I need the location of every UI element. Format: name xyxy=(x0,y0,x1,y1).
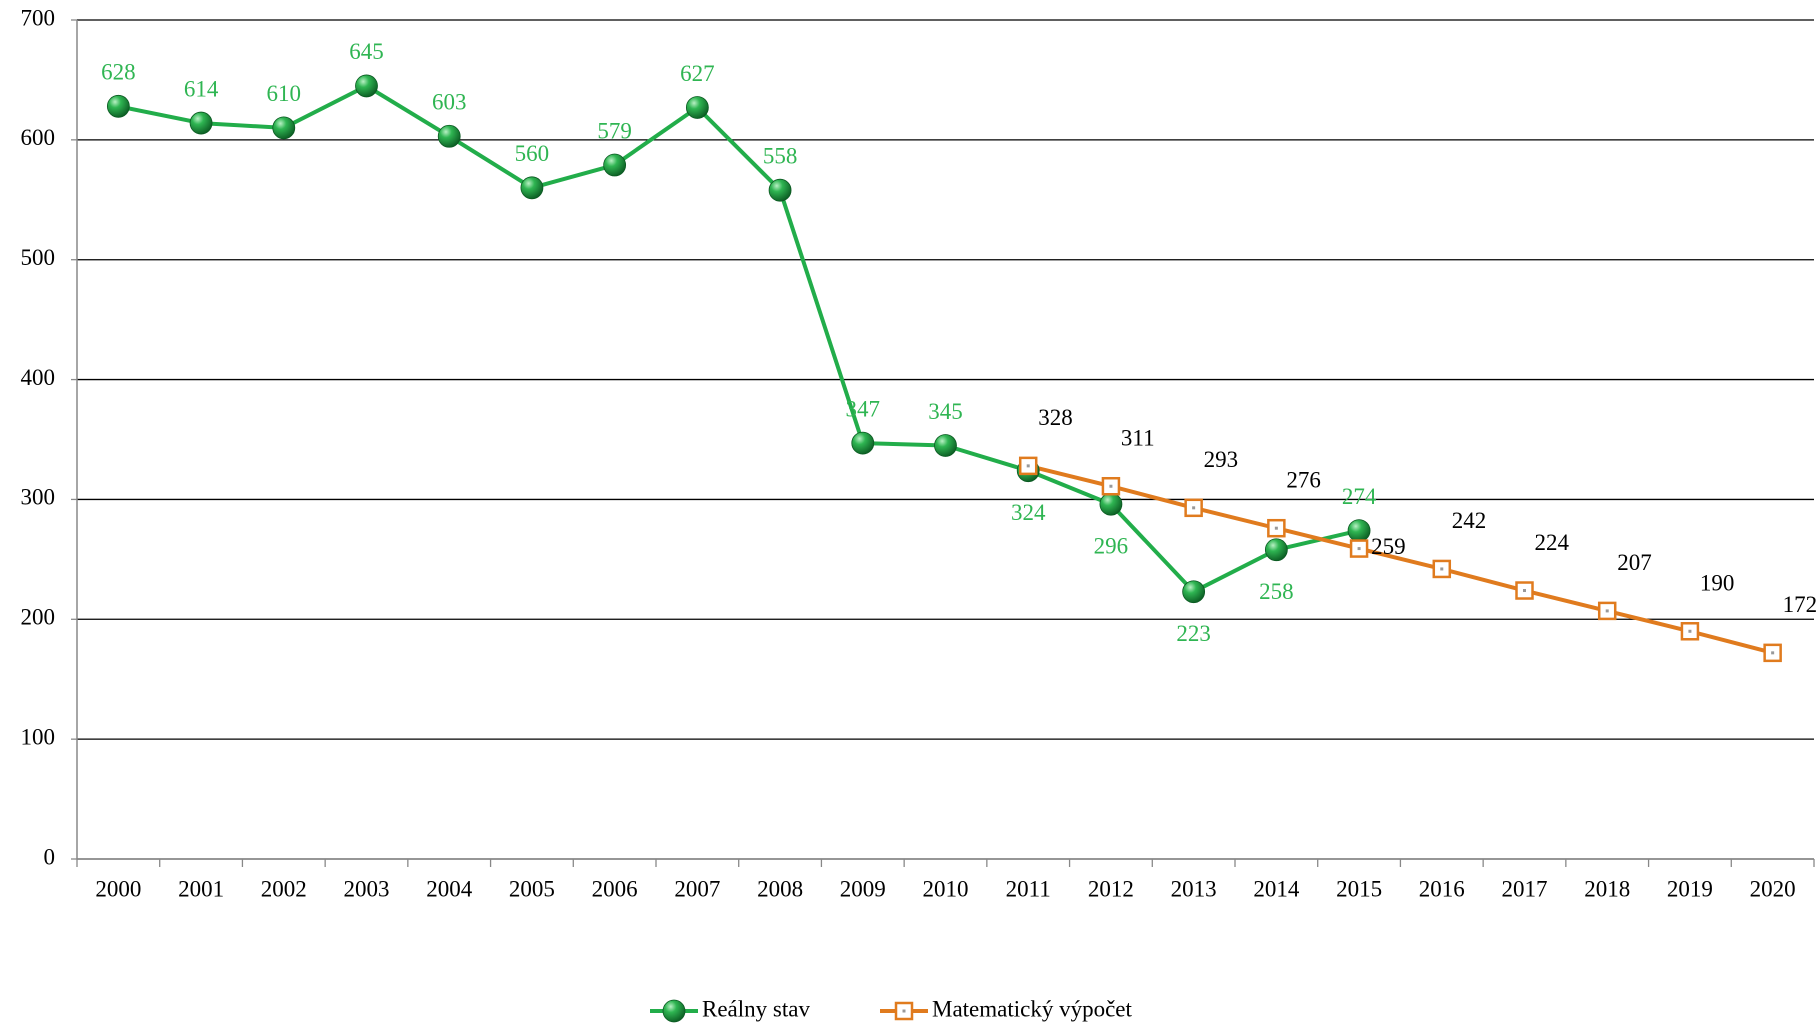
data-label: 224 xyxy=(1535,530,1570,555)
x-tick-label: 2018 xyxy=(1584,876,1630,901)
marker xyxy=(851,431,875,455)
data-label: 258 xyxy=(1259,579,1294,604)
data-label: 311 xyxy=(1121,426,1155,451)
data-label: 614 xyxy=(184,76,219,101)
y-tick-label: 200 xyxy=(21,605,56,630)
data-label: 558 xyxy=(763,143,798,168)
data-label: 296 xyxy=(1094,534,1129,559)
legend-label: Matematický výpočet xyxy=(932,996,1133,1021)
data-label: 172 xyxy=(1783,592,1818,617)
marker-dot xyxy=(902,1009,906,1013)
series-line xyxy=(1027,463,1774,655)
y-tick-label: 300 xyxy=(21,485,56,510)
x-tick-label: 2006 xyxy=(592,876,638,901)
marker-dot xyxy=(1771,651,1775,655)
marker xyxy=(934,434,957,457)
x-tick-label: 2008 xyxy=(757,876,803,901)
x-tick-label: 2020 xyxy=(1750,876,1796,901)
y-tick-label: 0 xyxy=(44,844,56,869)
x-tick-label: 2005 xyxy=(509,876,555,901)
marker-dot xyxy=(1026,464,1030,468)
x-tick-label: 2014 xyxy=(1253,876,1300,901)
data-label: 610 xyxy=(267,81,302,106)
marker xyxy=(437,124,461,148)
y-tick-label: 700 xyxy=(21,5,56,30)
marker xyxy=(1347,519,1371,542)
y-tick-label: 100 xyxy=(21,724,56,749)
marker-dot xyxy=(1274,526,1278,530)
x-tick-label: 2007 xyxy=(674,876,720,901)
data-label: 276 xyxy=(1286,467,1321,492)
x-tick-label: 2019 xyxy=(1667,876,1713,901)
legend-label: Reálny stav xyxy=(702,996,810,1021)
data-label: 324 xyxy=(1011,500,1046,525)
marker-dot xyxy=(1688,629,1692,633)
marker-dot xyxy=(1440,567,1444,571)
x-tick-label: 2012 xyxy=(1088,876,1134,901)
data-label: 628 xyxy=(101,60,136,85)
marker xyxy=(355,74,378,98)
marker-dot xyxy=(1357,547,1361,551)
marker-dot xyxy=(1109,484,1113,488)
x-tick-label: 2017 xyxy=(1502,876,1548,901)
x-tick-label: 2013 xyxy=(1171,876,1217,901)
data-label: 345 xyxy=(928,399,963,424)
data-label: 293 xyxy=(1204,447,1239,472)
marker-dot xyxy=(1523,589,1526,593)
marker-dot xyxy=(1605,609,1609,613)
x-tick-label: 2003 xyxy=(344,876,390,901)
x-tick-label: 2009 xyxy=(840,876,886,901)
data-label: 627 xyxy=(680,61,715,86)
data-label: 223 xyxy=(1176,621,1211,646)
series-line xyxy=(117,83,1360,594)
x-tick-label: 2016 xyxy=(1419,876,1465,901)
marker xyxy=(603,153,627,177)
data-label: 242 xyxy=(1452,508,1487,533)
y-tick-label: 600 xyxy=(21,125,56,150)
data-label: 328 xyxy=(1038,405,1073,430)
data-label: 603 xyxy=(432,90,467,115)
marker xyxy=(662,999,686,1023)
data-label: 579 xyxy=(597,118,632,143)
marker xyxy=(685,96,709,119)
data-label: 274 xyxy=(1342,484,1377,509)
data-label: 190 xyxy=(1700,571,1735,596)
marker xyxy=(1264,538,1288,562)
marker xyxy=(1182,580,1206,604)
x-tick-label: 2000 xyxy=(95,876,141,901)
x-tick-label: 2001 xyxy=(178,876,224,901)
x-tick-label: 2011 xyxy=(1006,876,1051,901)
marker xyxy=(106,94,130,118)
data-label: 645 xyxy=(349,39,384,64)
marker xyxy=(1099,492,1123,516)
data-label: 207 xyxy=(1617,550,1652,575)
x-tick-label: 2010 xyxy=(923,876,969,901)
marker xyxy=(768,178,792,202)
x-tick-label: 2004 xyxy=(426,876,473,901)
marker xyxy=(189,111,213,135)
data-label: 560 xyxy=(515,141,550,166)
data-label: 347 xyxy=(846,396,881,421)
x-tick-label: 2002 xyxy=(261,876,307,901)
y-tick-label: 500 xyxy=(21,245,56,270)
marker-dot xyxy=(1192,506,1196,510)
data-label: 259 xyxy=(1371,534,1406,559)
marker xyxy=(272,116,296,140)
y-tick-label: 400 xyxy=(21,365,56,390)
x-tick-label: 2015 xyxy=(1336,876,1382,901)
marker xyxy=(520,176,544,200)
